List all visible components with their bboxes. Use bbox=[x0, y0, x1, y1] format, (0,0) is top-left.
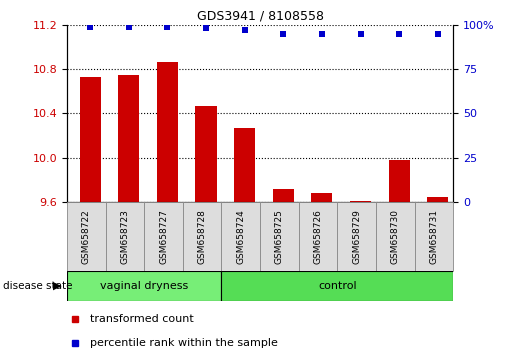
Point bbox=[356, 31, 365, 36]
Bar bbox=[415, 202, 453, 271]
Bar bbox=[234, 128, 255, 202]
Text: vaginal dryness: vaginal dryness bbox=[100, 281, 188, 291]
Bar bbox=[272, 188, 294, 202]
Bar bbox=[337, 202, 376, 271]
Text: percentile rank within the sample: percentile rank within the sample bbox=[90, 338, 278, 348]
Text: disease state: disease state bbox=[3, 281, 72, 291]
Bar bbox=[221, 271, 453, 301]
Point bbox=[163, 24, 171, 29]
Text: GSM658729: GSM658729 bbox=[352, 209, 361, 264]
Bar bbox=[299, 202, 337, 271]
Text: ▶: ▶ bbox=[53, 281, 62, 291]
Text: GSM658731: GSM658731 bbox=[430, 209, 438, 264]
Text: control: control bbox=[318, 281, 356, 291]
Bar bbox=[221, 202, 260, 271]
Point bbox=[434, 31, 442, 36]
Title: GDS3941 / 8108558: GDS3941 / 8108558 bbox=[197, 9, 323, 22]
Point bbox=[279, 31, 287, 36]
Point bbox=[395, 31, 403, 36]
Bar bbox=[106, 202, 144, 271]
Text: GSM658727: GSM658727 bbox=[159, 209, 168, 264]
Point bbox=[241, 27, 249, 33]
Bar bbox=[144, 202, 183, 271]
Bar bbox=[427, 197, 449, 202]
Text: transformed count: transformed count bbox=[90, 314, 194, 324]
Point bbox=[86, 24, 94, 29]
Text: GSM658730: GSM658730 bbox=[391, 209, 400, 264]
Bar bbox=[195, 105, 217, 202]
Bar bbox=[350, 201, 371, 202]
Text: GSM658725: GSM658725 bbox=[275, 209, 284, 264]
Bar bbox=[388, 160, 410, 202]
Bar bbox=[79, 77, 101, 202]
Text: GSM658722: GSM658722 bbox=[82, 209, 91, 264]
Text: GSM658724: GSM658724 bbox=[236, 209, 245, 264]
Bar bbox=[183, 202, 221, 271]
Point bbox=[202, 25, 210, 31]
Point bbox=[125, 24, 133, 29]
Bar bbox=[376, 202, 415, 271]
Text: GSM658728: GSM658728 bbox=[198, 209, 207, 264]
Bar bbox=[67, 202, 106, 271]
Text: GSM658723: GSM658723 bbox=[121, 209, 129, 264]
Point bbox=[318, 31, 326, 36]
Bar bbox=[118, 75, 140, 202]
Bar bbox=[157, 62, 178, 202]
Text: GSM658726: GSM658726 bbox=[314, 209, 322, 264]
Bar bbox=[67, 271, 221, 301]
Bar bbox=[260, 202, 299, 271]
Bar bbox=[311, 193, 333, 202]
